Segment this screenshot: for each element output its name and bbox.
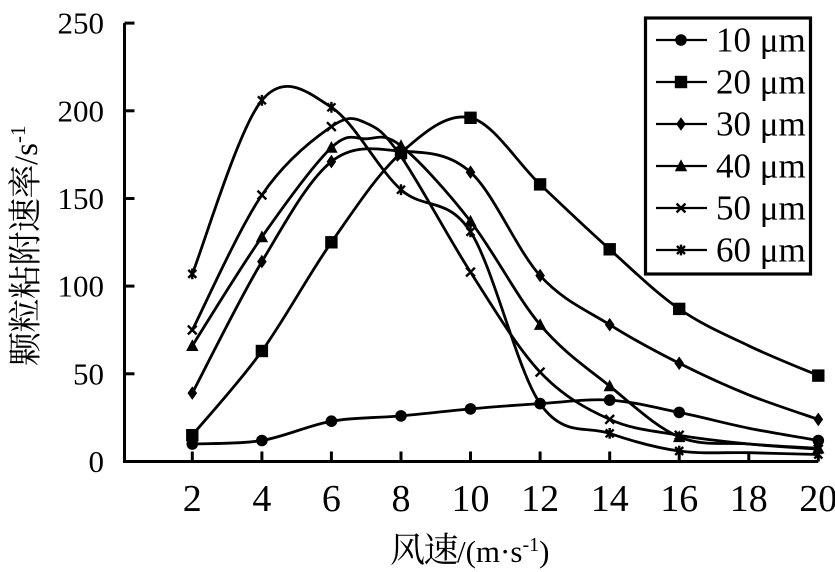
- svg-text:18: 18: [730, 478, 768, 520]
- svg-text:10 μm: 10 μm: [716, 21, 806, 60]
- svg-text:100: 100: [58, 269, 105, 304]
- svg-text:14: 14: [591, 478, 629, 520]
- svg-text:20 μm: 20 μm: [716, 63, 806, 102]
- svg-text:20: 20: [799, 478, 835, 520]
- svg-text:4: 4: [252, 478, 271, 520]
- svg-text:8: 8: [392, 478, 411, 520]
- svg-text:200: 200: [58, 93, 105, 128]
- svg-text:16: 16: [660, 478, 698, 520]
- svg-text:6: 6: [322, 478, 341, 520]
- svg-text:40 μm: 40 μm: [716, 147, 806, 186]
- svg-text:0: 0: [89, 444, 105, 479]
- svg-text:/s-1: /s-1: [6, 125, 45, 165]
- svg-text:30 μm: 30 μm: [716, 105, 806, 144]
- svg-text:50: 50: [73, 356, 104, 391]
- svg-text:10: 10: [452, 478, 490, 520]
- svg-text:12: 12: [521, 478, 559, 520]
- svg-text:2: 2: [183, 478, 202, 520]
- svg-text:/(m·s-1): /(m·s-1): [457, 534, 549, 569]
- svg-text:150: 150: [58, 181, 105, 216]
- svg-text:50 μm: 50 μm: [716, 189, 806, 228]
- svg-text:250: 250: [58, 6, 105, 41]
- svg-text:60 μm: 60 μm: [716, 231, 806, 270]
